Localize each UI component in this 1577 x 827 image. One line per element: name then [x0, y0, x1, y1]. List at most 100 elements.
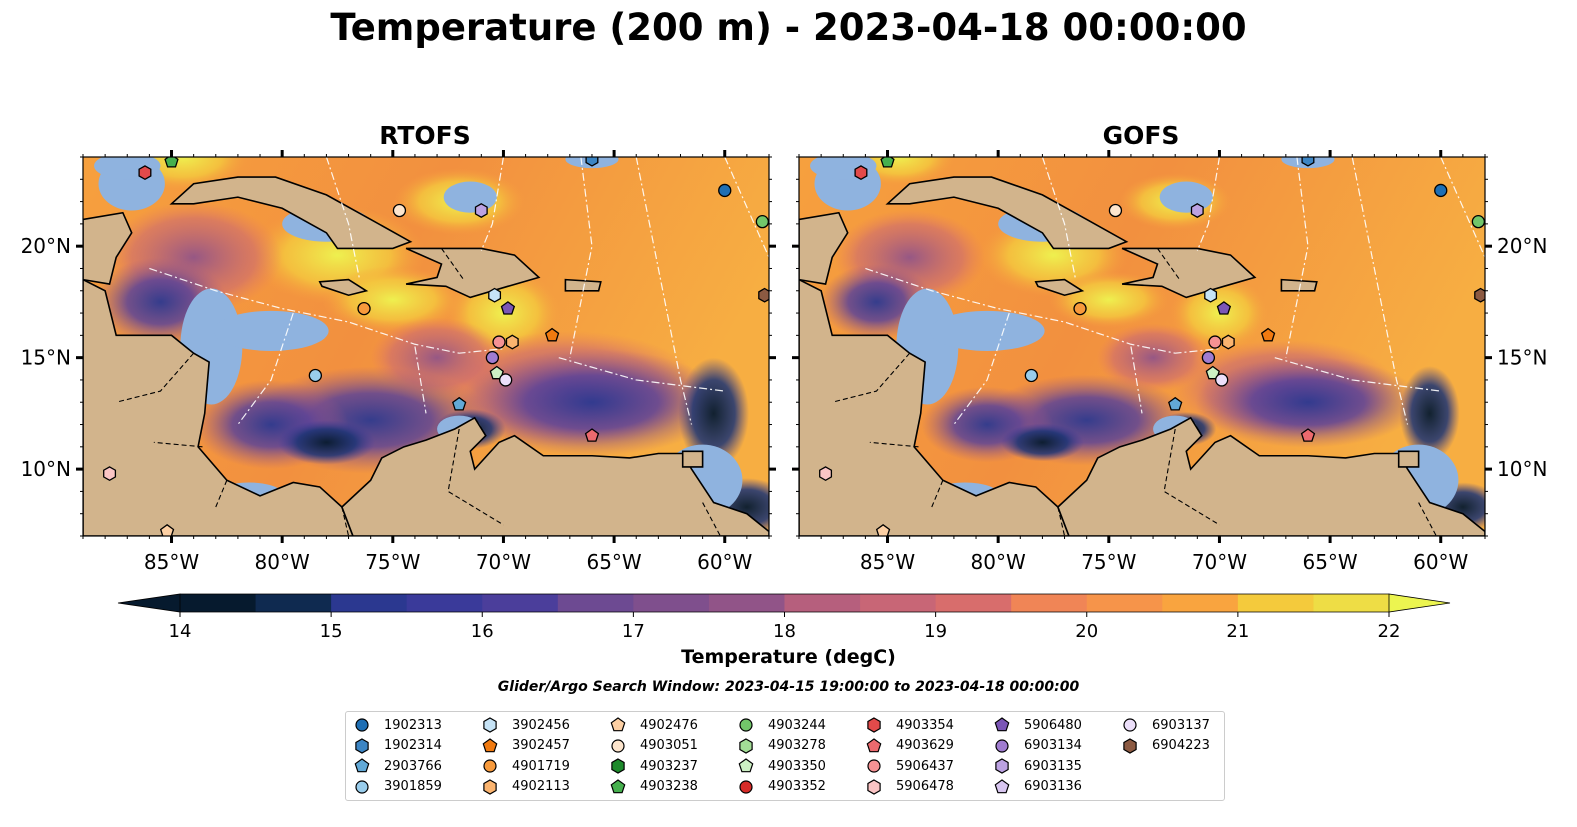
legend-label: 6903134 [1024, 738, 1082, 753]
legend-label: 6903136 [1024, 779, 1082, 794]
ytick-label: 10°N [21, 457, 71, 481]
ytick-label: 15°N [1497, 346, 1547, 370]
xtick-label: 80°W [255, 550, 310, 574]
legend-item-2903766: 2903766 [354, 756, 442, 776]
obs-marker-3902456 [1204, 287, 1218, 303]
land-polygon [169, 176, 413, 250]
obs-marker-4903051 [392, 203, 407, 218]
land-polygon [681, 450, 704, 468]
legend-item-5906437: 5906437 [866, 756, 954, 776]
map-frame [82, 156, 770, 537]
circle-marker-icon [995, 738, 1009, 753]
obs-marker-5906437 [1208, 335, 1222, 349]
land-polygon [1397, 450, 1420, 468]
legend-label: 4902113 [512, 779, 570, 794]
obs-marker-4903354 [854, 165, 868, 181]
pentagon-marker-icon [482, 737, 498, 752]
land-polygon [799, 211, 849, 285]
legend-label: 4903244 [768, 717, 826, 733]
obs-marker-3901859 [1024, 368, 1039, 383]
hexagon-marker-icon [739, 737, 753, 754]
legend-item-4903352: 4903352 [738, 777, 826, 797]
xtick-label: 75°W [365, 550, 420, 574]
colorbar-title: Temperature (degC) [681, 646, 896, 668]
colorbar-band [1237, 594, 1314, 612]
obs-marker-2903766 [1168, 396, 1183, 411]
obs-marker-4901719 [1073, 301, 1087, 316]
colorbar-extend-low [117, 593, 181, 613]
obs-marker-4903238 [164, 157, 179, 168]
obs-marker-6903135 [474, 203, 488, 218]
xtick-label: 65°W [1302, 550, 1357, 574]
xtick-label: 60°W [1413, 550, 1468, 574]
colorbar-tick-label: 17 [622, 621, 645, 642]
legend-label: 1902314 [384, 738, 442, 753]
obs-marker-4903629 [1300, 428, 1316, 442]
panel-title-rtofs: RTOFS [379, 121, 471, 150]
colorbar-tick-label: 19 [924, 621, 947, 642]
legend-item-5906478: 5906478 [866, 777, 954, 797]
obs-marker-5906478 [103, 466, 117, 482]
obs-marker-6903134 [485, 350, 500, 365]
xtick-label: 85°W [860, 550, 915, 574]
figure-title: Temperature (200 m) - 2023-04-18 00:00:0… [330, 6, 1247, 49]
obs-marker-5906437 [492, 335, 506, 349]
obs-marker-2903766 [452, 396, 467, 411]
hexagon-marker-icon [483, 778, 497, 795]
legend-label: 3902456 [512, 717, 570, 733]
colorbar-band [708, 594, 785, 612]
obs-marker-3902457 [544, 327, 560, 342]
legend-label: 4903237 [640, 758, 698, 774]
legend-label: 2903766 [384, 758, 442, 774]
obs-marker-1902314 [585, 157, 599, 167]
circle-marker-icon [483, 759, 497, 773]
obs-marker-6903135 [1190, 203, 1204, 218]
legend-item-4903629: 4903629 [866, 736, 954, 756]
legend-item-3902457: 3902457 [482, 736, 570, 756]
colorbar-band [255, 594, 332, 612]
obs-marker-6903134 [1201, 350, 1216, 365]
legend-label: 4902476 [640, 717, 698, 733]
legend-item-6904223: 6904223 [1122, 736, 1210, 756]
legend-label: 5906437 [896, 758, 954, 774]
search-window-label: Glider/Argo Search Window: 2023-04-15 19… [497, 679, 1080, 695]
rtofs-map-panel: 85°W 80°W 75°W 70°W 65°W 60°W 20°N 15°N 10°N [21, 150, 776, 574]
legend-item-1902313: 1902313 [354, 715, 442, 735]
legend-label: 3902457 [512, 738, 570, 753]
obs-marker-4903051 [1108, 203, 1123, 218]
obs-marker-4903244 [1471, 215, 1485, 229]
obs-marker-4903244 [755, 215, 769, 229]
hexagon-marker-icon [483, 717, 497, 733]
obs-marker-4903629 [584, 428, 600, 442]
hexagon-marker-icon [1123, 737, 1137, 754]
colorbar-band [784, 594, 861, 612]
circle-marker-icon [739, 718, 753, 732]
hexagon-marker-icon [995, 758, 1009, 774]
legend-item-6903136: 6903136 [994, 777, 1082, 797]
obs-marker-5906478 [819, 466, 833, 482]
obs-marker-1902313 [1434, 183, 1448, 198]
obs-marker-3902457 [1260, 327, 1276, 342]
xtick-label: 70°W [476, 550, 531, 574]
land-polygon [1056, 416, 1485, 536]
obs-marker-4902476 [875, 523, 891, 536]
colorbar-band [180, 594, 257, 612]
legend-label: 4903352 [768, 779, 826, 794]
obs-marker-6904223 [1474, 287, 1485, 303]
land-polygon [318, 278, 369, 297]
obs-marker-4903238 [880, 157, 895, 168]
legend-item-4903237: 4903237 [610, 756, 698, 776]
legend-item-6903135: 6903135 [994, 756, 1082, 776]
ytick-label: 20°N [1497, 234, 1547, 258]
map-frame [798, 156, 1486, 537]
xtick-label: 85°W [144, 550, 199, 574]
hexagon-marker-icon [611, 758, 625, 774]
colorbar-tick-label: 20 [1075, 621, 1098, 642]
obs-marker-6904223 [758, 287, 769, 303]
colorbar-tick-label: 16 [471, 621, 494, 642]
legend-label: 5906480 [1024, 717, 1082, 733]
legend-label: 4903350 [768, 758, 826, 774]
xtick-label: 60°W [697, 550, 752, 574]
obs-marker-4902476 [159, 523, 175, 536]
circle-marker-icon [611, 738, 625, 753]
